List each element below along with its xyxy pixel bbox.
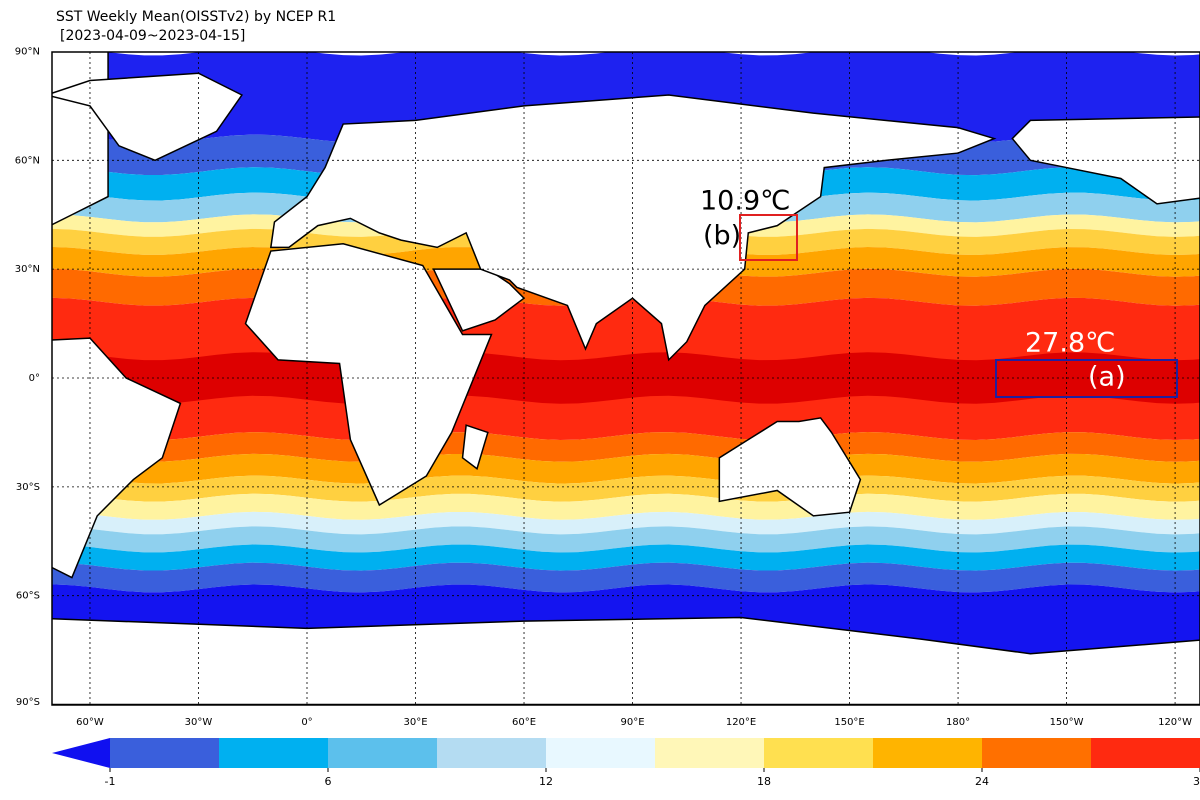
lon-tick-label: 60°W	[76, 717, 104, 728]
colorbar-tick-label: 12	[539, 775, 553, 788]
lon-tick-label: 30°W	[185, 717, 213, 728]
sst-band	[52, 352, 1200, 404]
lon-tick-label: 60°E	[512, 717, 536, 728]
lon-tick-label: 0°	[301, 717, 312, 728]
land	[1011, 116, 1200, 205]
lat-tick-label: 30°N	[15, 264, 40, 275]
lon-tick-label: 150°E	[834, 717, 864, 728]
colorbar-tick-label: 18	[757, 775, 771, 788]
annotation-value: 27.8℃	[1025, 328, 1115, 359]
colorbar-bin	[546, 738, 656, 768]
colorbar-tick-label: -1	[105, 775, 116, 788]
map-frame	[51, 51, 1200, 706]
colorbar-bin	[873, 738, 983, 768]
land	[244, 243, 493, 507]
sst-band	[52, 475, 1200, 502]
colorbar-bin	[110, 738, 220, 768]
region-box	[739, 214, 798, 261]
colorbar-bin	[328, 738, 438, 768]
land	[52, 72, 244, 162]
annotations: 10.9℃ (b) 27.8℃(a)	[700, 186, 1178, 398]
title: SST Weekly Mean(OISSTv2) by NCEP R1	[56, 9, 336, 25]
annotation-label: (a)	[1088, 362, 1126, 393]
lat-tick-label: 0°	[29, 373, 40, 384]
colorbar-tick-label: 24	[975, 775, 989, 788]
land	[52, 337, 182, 579]
sst-band	[52, 493, 1200, 520]
colorbar-extension	[52, 738, 110, 768]
lat-tick-label: 90°N	[15, 46, 40, 57]
lon-tick-label: 120°W	[1158, 717, 1192, 728]
annotation-label: (b)	[703, 221, 741, 252]
lat-tick-label: 30°S	[16, 482, 40, 493]
land	[461, 424, 489, 470]
annotation-value: 10.9℃	[700, 186, 790, 217]
sst-band	[52, 432, 1200, 462]
sst-band	[52, 544, 1200, 571]
region-box	[995, 359, 1178, 398]
colorbar-bin	[437, 738, 547, 768]
colorbar-bin	[764, 738, 874, 768]
subtitle: [2023-04-09~2023-04-15]	[60, 28, 245, 44]
land	[718, 417, 862, 517]
colorbar: -1 6 12 18 24 30	[52, 738, 1200, 788]
sst-band	[52, 526, 1200, 553]
sst-band	[52, 511, 1200, 535]
lon-tick-label: 150°W	[1050, 717, 1084, 728]
lon-tick-label: 90°E	[621, 717, 645, 728]
colorbar-bin	[655, 738, 765, 768]
sst-band	[52, 453, 1200, 484]
colorbar-bin	[219, 738, 329, 768]
colorbar-bin	[982, 738, 1092, 768]
lon-tick-label: 180°	[946, 717, 970, 728]
sst-band	[52, 562, 1200, 593]
lat-tick-label: 60°S	[16, 591, 40, 602]
lat-tick-label: 90°S	[16, 697, 40, 708]
lat-tick-label: 60°N	[15, 155, 40, 166]
colorbar-tick-label: 6	[325, 775, 332, 788]
lon-tick-label: 30°E	[403, 717, 427, 728]
colorbar-tick-label: 30	[1193, 775, 1200, 788]
lon-tick-label: 120°E	[726, 717, 756, 728]
sst-band	[52, 52, 1200, 143]
map	[52, 52, 1200, 705]
colorbar-bin	[1091, 738, 1200, 768]
